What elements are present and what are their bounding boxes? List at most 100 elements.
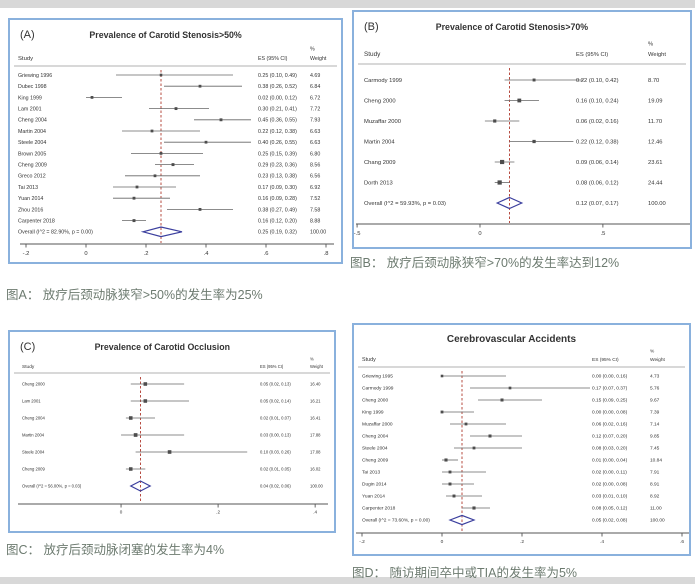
effect-marker <box>133 433 138 437</box>
axis-tick-label: .6 <box>264 251 269 257</box>
study-label: Martin 2004 <box>22 432 45 437</box>
col-header-es: ES (95% CI) <box>592 357 619 363</box>
study-label: Steele 2004 <box>18 140 46 146</box>
es-value: 0.25 (0.19, 0.32) <box>258 230 297 236</box>
overall-diamond <box>448 514 476 526</box>
effect-marker <box>198 84 202 88</box>
weight-value: 8.56 <box>310 162 320 168</box>
caption-c: 图C： 放疗后颈动脉闭塞的发生率为4% <box>6 543 225 557</box>
study-label: Cheng 2000 <box>362 398 388 404</box>
caption-b: 图B： 放疗后颈动脉狭窄>70%的发生率达到12% <box>350 256 620 270</box>
es-value: 0.16 (0.12, 0.20) <box>258 218 297 224</box>
weight-value: 12.46 <box>648 140 663 146</box>
effect-marker <box>159 73 163 77</box>
effect-marker <box>532 78 536 82</box>
effect-marker <box>128 416 133 420</box>
es-value: 0.40 (0.26, 0.55) <box>258 140 297 146</box>
weight-value: 16.40 <box>310 381 321 386</box>
weight-value: 7.93 <box>310 118 320 124</box>
weight-value: 100.00 <box>310 230 326 236</box>
axis-tick-label: 0 <box>120 510 123 515</box>
es-value: 0.12 (0.07, 0.20) <box>592 434 628 440</box>
caption-d: 图D： 随访期间卒中或TIA的发生率为5% <box>352 566 578 580</box>
weight-value: 5.76 <box>650 386 660 392</box>
effect-marker <box>143 399 148 403</box>
es-value: 0.22 (0.12, 0.38) <box>576 140 619 146</box>
study-label: Muzaffar 2000 <box>362 422 393 428</box>
col-header-study: Study <box>18 56 33 62</box>
weight-value: 7.39 <box>650 410 660 416</box>
col-header-percent: % <box>650 348 655 354</box>
weight-value: 6.84 <box>310 84 320 90</box>
axis-tick-label: .4 <box>600 539 604 545</box>
effect-marker <box>497 180 502 185</box>
effect-marker <box>132 196 136 200</box>
forest-plot-stenosis-70: (B) Prevalence of Carotid Stenosis>70% Stu… <box>354 21 690 237</box>
es-value: 0.00 (0.00, 0.08) <box>592 410 628 416</box>
axis-tick-label: .2 <box>216 510 220 515</box>
effect-marker <box>444 458 448 462</box>
panel-label: (A) <box>20 29 35 41</box>
study-label: Yuan 2014 <box>362 494 385 500</box>
effect-marker <box>472 446 476 450</box>
col-header-es: ES (95% CI) <box>260 364 284 369</box>
es-value: 0.25 (0.15, 0.39) <box>258 151 297 157</box>
effect-marker <box>452 494 456 498</box>
study-label: Griewing 1996 <box>18 73 52 79</box>
study-label: Cheng 2009 <box>18 162 47 168</box>
study-label: Yuan 2014 <box>18 196 43 202</box>
weight-value: 10.84 <box>650 458 662 464</box>
effect-marker <box>135 185 139 189</box>
weight-value: 100.00 <box>650 518 665 524</box>
weight-value: 6.63 <box>310 129 320 135</box>
weight-value: 9.85 <box>650 434 660 440</box>
weight-value: 6.56 <box>310 174 320 180</box>
effect-marker <box>472 506 476 510</box>
weight-value: 7.52 <box>310 196 320 202</box>
weight-value: 16.21 <box>310 398 321 403</box>
es-value: 0.45 (0.36, 0.55) <box>258 118 297 124</box>
weight-value: 4.69 <box>310 73 320 79</box>
study-label: Muzaffar 2000 <box>364 119 401 125</box>
study-label: Griewing 1995 <box>362 374 393 380</box>
study-label: Tai 2013 <box>18 185 38 191</box>
axis-tick-label: .2 <box>144 251 149 257</box>
effect-marker <box>143 382 148 386</box>
forest-panel-a: (A) Prevalence of Carotid Stenosis>50% Stu… <box>8 18 343 264</box>
effect-marker <box>448 482 452 486</box>
axis-tick-label: .2 <box>520 539 524 545</box>
col-header-study: Study <box>364 51 381 58</box>
axis-tick-label: -.2 <box>23 251 30 257</box>
effect-marker <box>167 450 172 454</box>
effect-marker <box>128 467 133 471</box>
study-label: Cheng 2009 <box>362 458 388 464</box>
effect-marker <box>159 152 163 155</box>
effect-marker <box>132 219 136 223</box>
axis-tick-label: .8 <box>324 251 329 257</box>
weight-value: 6.63 <box>310 140 320 146</box>
es-value: 0.22 (0.12, 0.38) <box>258 129 297 135</box>
study-label: Carmody 1999 <box>362 386 394 392</box>
es-value: 0.10 (0.03, 0.26) <box>260 449 291 454</box>
es-value: 0.09 (0.06, 0.14) <box>576 160 619 166</box>
es-value: 0.25 (0.10, 0.49) <box>258 73 297 79</box>
axis-tick-label: .4 <box>204 251 210 257</box>
es-value: 0.05 (0.02, 0.13) <box>260 381 291 386</box>
study-label: King 1999 <box>362 410 384 416</box>
overall-diamond <box>495 196 524 210</box>
top-gray-strip <box>0 0 695 8</box>
plot-title: Prevalence of Carotid Stenosis>70% <box>436 22 588 32</box>
col-header-percent: % <box>310 356 314 361</box>
axis-tick-label: .4 <box>313 510 317 515</box>
es-value: 0.05 (0.02, 0.08) <box>592 518 628 524</box>
weight-value: 17.88 <box>310 432 321 437</box>
axis-tick-label: .6 <box>680 539 684 545</box>
forest-panel-c: (C) Prevalence of Carotid Occlusion Study E… <box>8 330 336 533</box>
forest-panel-d: Cerebrovascular Accidents Study ES (95% CI… <box>352 323 691 556</box>
effect-marker <box>464 422 468 426</box>
panel-label: (B) <box>364 21 379 33</box>
study-label: Lam 2001 <box>22 398 41 403</box>
weight-value: 7.45 <box>650 446 660 452</box>
es-value: 0.03 (0.01, 0.10) <box>592 494 628 500</box>
axis-tick-label: -.2 <box>359 539 365 545</box>
